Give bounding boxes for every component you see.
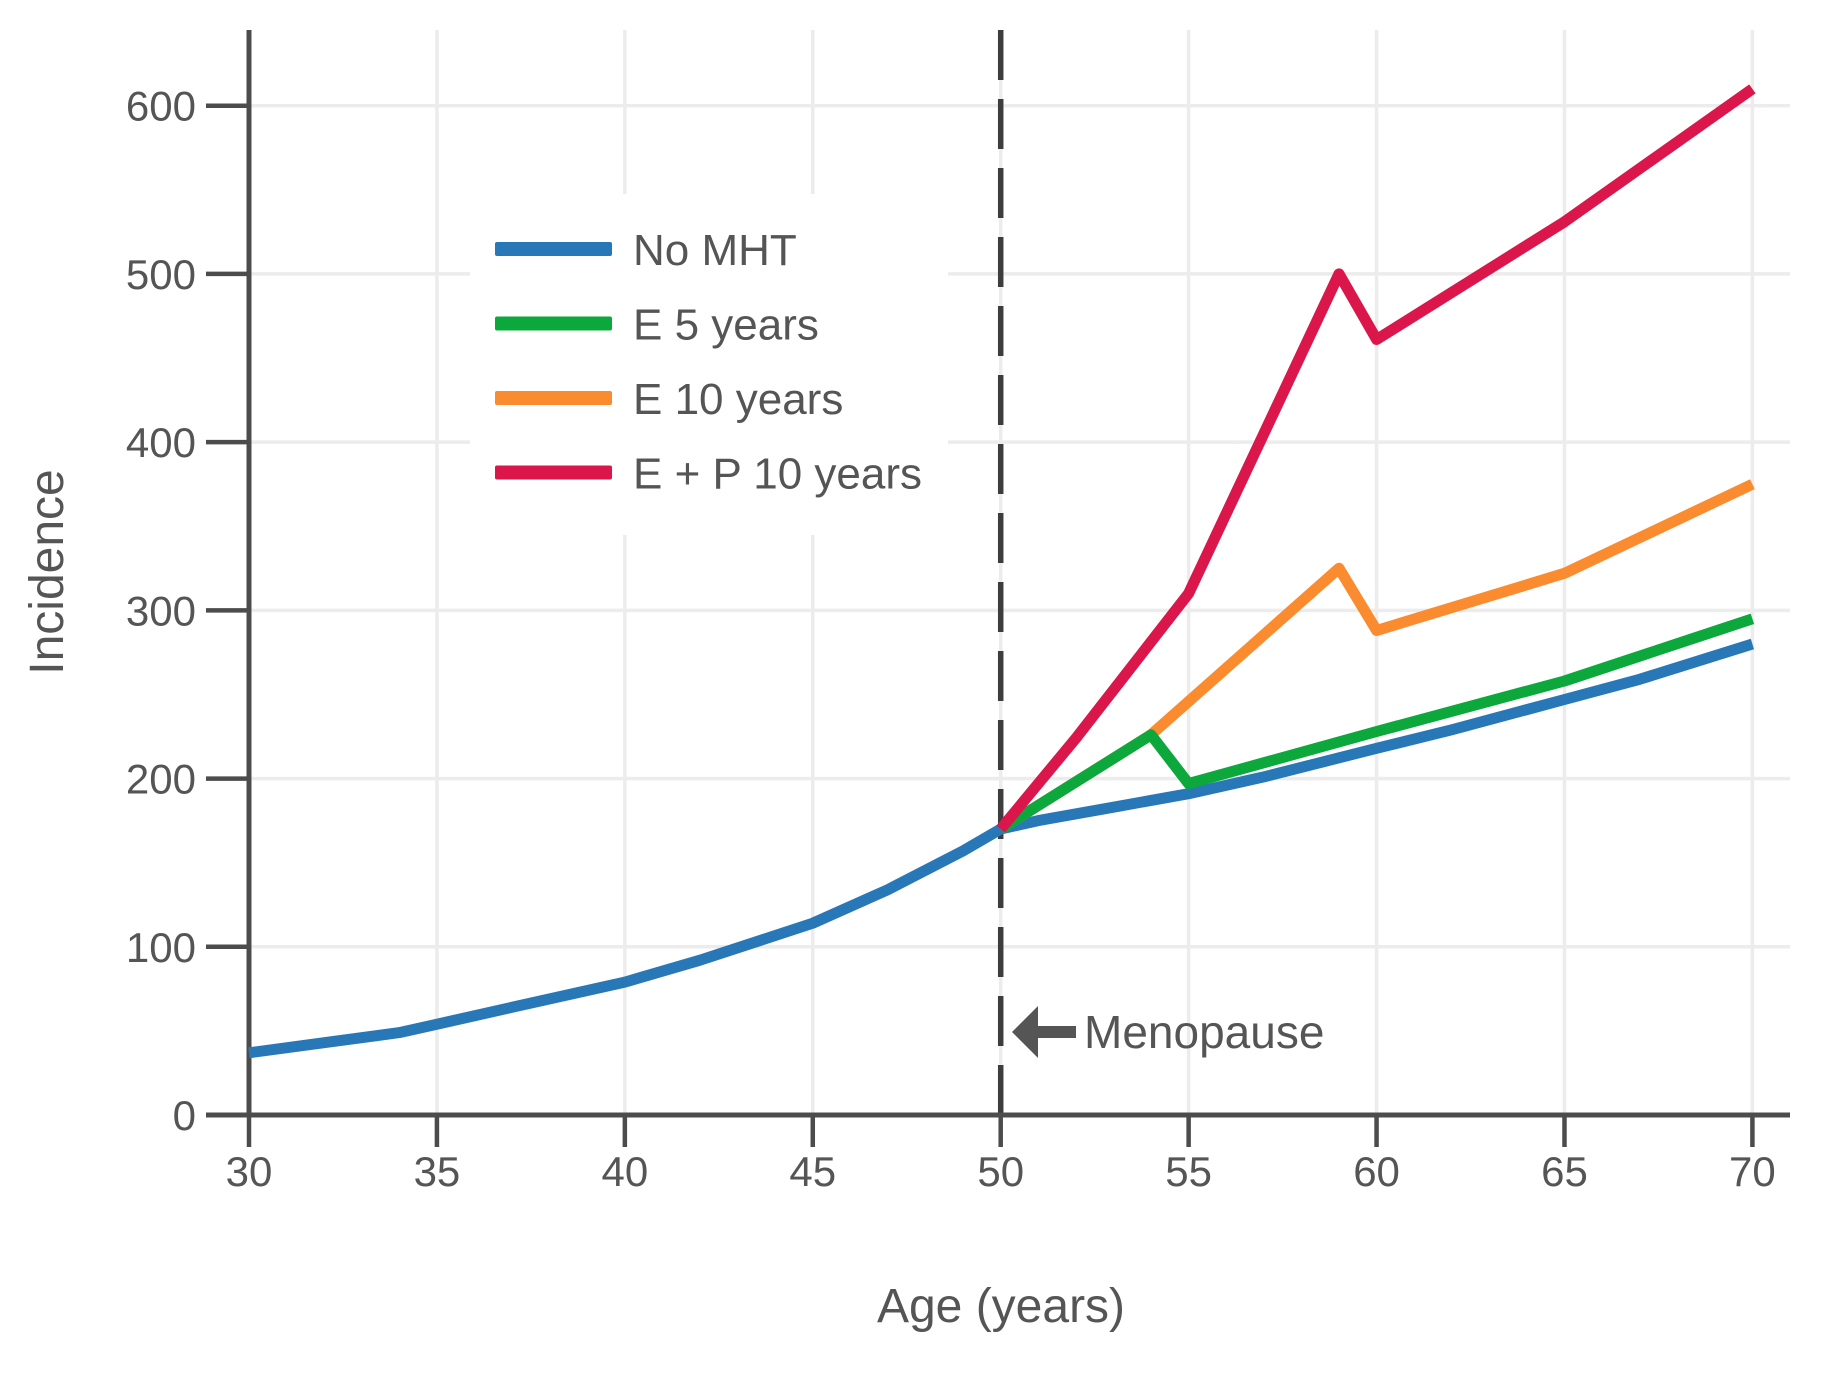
menopause-annotation-label: Menopause [1084, 1006, 1324, 1058]
x-axis-title: Age (years) [877, 1280, 1125, 1333]
data-series [248, 84, 1756, 1059]
menopause-annotation: Menopause [1012, 1006, 1324, 1058]
series-line-e-p-10-years [996, 84, 1756, 833]
x-tick-label-30: 30 [226, 1148, 273, 1195]
legend-swatch-no-mht [495, 242, 612, 256]
x-tick-label-50: 50 [977, 1148, 1024, 1195]
legend-swatch-e-p-10-years [495, 465, 612, 480]
menopause-arrow-shaft [1032, 1026, 1076, 1038]
tick-labels: 30 35 40 45 50 55 60 65 70 0 100 200 300 400 500 600 [126, 83, 1776, 1195]
y-tick-label-300: 300 [126, 587, 196, 634]
y-axis-title: Incidence [21, 469, 74, 674]
x-tick-label-45: 45 [789, 1148, 836, 1195]
axes [206, 30, 1790, 1147]
x-tick-label-40: 40 [601, 1148, 648, 1195]
y-tick-label-600: 600 [126, 83, 196, 130]
y-tick-label-500: 500 [126, 251, 196, 298]
y-tick-label-100: 100 [126, 924, 196, 971]
series-line-no-mht [248, 638, 1755, 1059]
y-tick-label-200: 200 [126, 756, 196, 803]
legend-label-e-p-10-years: E + P 10 years [633, 450, 922, 499]
legend-label-e-10-years: E 10 years [633, 375, 843, 424]
x-tick-label-55: 55 [1165, 1148, 1212, 1195]
x-tick-label-60: 60 [1353, 1148, 1400, 1195]
legend-swatch-e-10-years [495, 391, 612, 405]
legend-swatch-e-5-years [495, 316, 612, 331]
legend: No MHT E 5 years E 10 years E + P 10 years [470, 194, 948, 535]
menopause-arrow-icon [1012, 1006, 1038, 1058]
y-tick-label-400: 400 [126, 419, 196, 466]
x-tick-label-35: 35 [414, 1148, 461, 1195]
legend-label-no-mht: No MHT [633, 226, 797, 275]
x-tick-label-65: 65 [1541, 1148, 1588, 1195]
series-line-e-5-years [997, 613, 1755, 834]
legend-label-e-5-years: E 5 years [633, 301, 819, 350]
y-tick-label-0: 0 [173, 1092, 196, 1139]
x-tick-label-70: 70 [1729, 1148, 1776, 1195]
